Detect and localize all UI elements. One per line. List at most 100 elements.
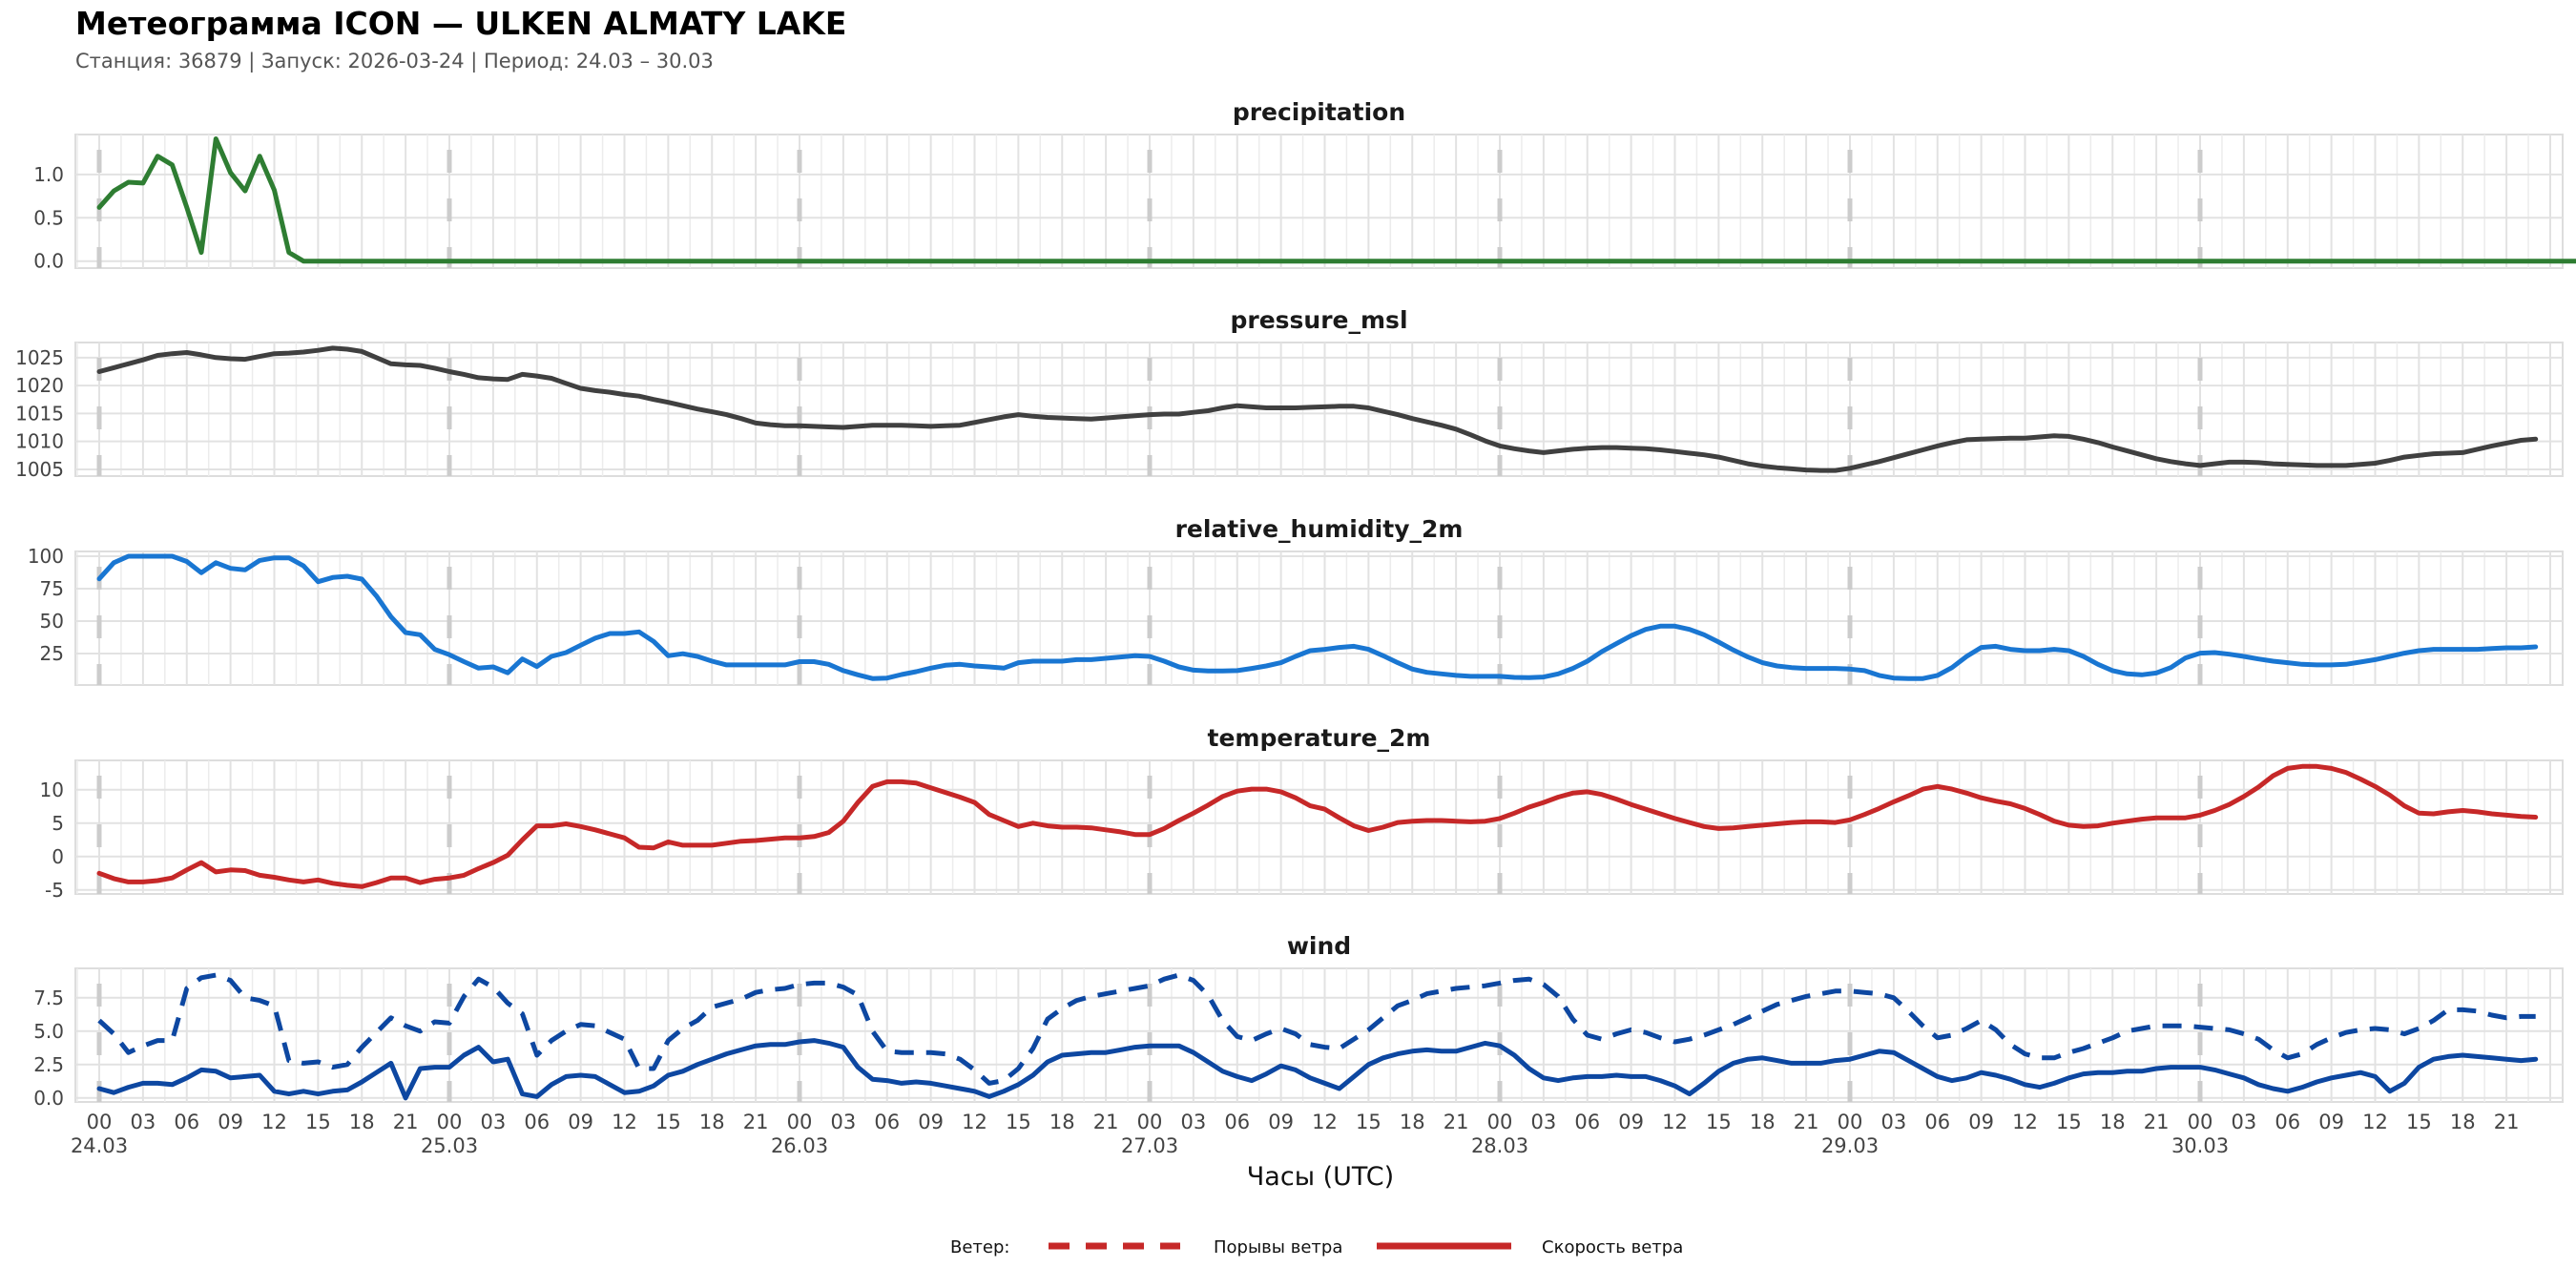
series-line-temperature-2m (96, 763, 2539, 889)
x-tick-label: 06 (874, 1111, 900, 1133)
x-tick-label: 12 (1662, 1111, 1688, 1133)
series-line-relative-humidity-2m (96, 553, 2539, 681)
x-tick-label: 03 (131, 1111, 156, 1133)
x-day-label: 28.03 (1471, 1134, 1528, 1157)
y-tick-label: -5 (45, 879, 64, 902)
panels: precipitation0.00.51.0pressure_msl100510… (15, 98, 2576, 1110)
x-tick-label: 12 (2362, 1111, 2388, 1133)
x-tick-label: 06 (1224, 1111, 1250, 1133)
x-tick-label: 15 (1006, 1111, 1031, 1133)
x-tick-label: 06 (174, 1111, 199, 1133)
panel-precipitation: precipitation 0.0 0.5 1.0 (33, 98, 2576, 273)
x-tick-label: 21 (2144, 1111, 2170, 1133)
panel-frame (74, 759, 2564, 895)
x-tick-label: 00 (787, 1111, 813, 1133)
x-tick-label: 03 (1181, 1111, 1207, 1133)
y-tick-label: 7.5 (33, 987, 64, 1009)
x-tick-label: 15 (2406, 1111, 2432, 1133)
x-tick-label: 03 (481, 1111, 507, 1133)
y-tick-label: 50 (40, 610, 64, 633)
x-tick-label: 15 (655, 1111, 681, 1133)
page-subtitle: Станция: 36879 | Запуск: 2026-03-24 | Пе… (75, 50, 714, 73)
panel-title: wind (1287, 932, 1351, 960)
x-tick-label: 09 (1268, 1111, 1294, 1133)
x-tick-label: 18 (349, 1111, 375, 1133)
x-tick-label: 21 (2494, 1111, 2520, 1133)
x-tick-label: 06 (524, 1111, 550, 1133)
x-tick-label: 21 (1794, 1111, 1819, 1133)
x-tick-label: 15 (1706, 1111, 1732, 1133)
panel-pressure-msl: pressure_msl 1005 1010 1015 1020 1025 (15, 306, 2564, 481)
series-line-pressure-msl (96, 345, 2539, 473)
x-tick-label: 09 (1618, 1111, 1644, 1133)
series-line-precipitation (96, 136, 2576, 264)
panel-title: temperature_2m (1208, 724, 1431, 752)
x-tick-label: 18 (1750, 1111, 1776, 1133)
y-tick-label: 10 (40, 779, 64, 801)
y-tick-label: 1005 (15, 458, 64, 481)
x-tick-label: 15 (305, 1111, 331, 1133)
y-tick-label: 25 (40, 642, 64, 665)
x-tick-label: 09 (2318, 1111, 2344, 1133)
y-tick-label: 2.5 (33, 1053, 64, 1076)
x-tick-label: 03 (2232, 1111, 2257, 1133)
page-title: Метеограмма ICON — ULKEN ALMATY LAKE (75, 5, 847, 42)
y-tick-label: 0.0 (33, 1087, 64, 1110)
y-tick-label: 1025 (15, 346, 64, 369)
x-tick-label: 21 (1444, 1111, 1469, 1133)
x-tick-label: 09 (918, 1111, 944, 1133)
x-tick-label: 00 (1838, 1111, 1863, 1133)
y-tick-label: 0.5 (33, 206, 64, 229)
legend-label-gusts: Порывы ветра (1214, 1237, 1342, 1257)
x-tick-label: 15 (2056, 1111, 2082, 1133)
x-tick-label: 18 (699, 1111, 725, 1133)
legend-label-speed: Скорость ветра (1542, 1237, 1683, 1257)
x-tick-label: 09 (1968, 1111, 1994, 1133)
y-tick-label: 1020 (15, 374, 64, 397)
panel-title: relative_humidity_2m (1175, 515, 1464, 543)
x-tick-label: 18 (1400, 1111, 1425, 1133)
y-tick-label: 5.0 (33, 1020, 64, 1043)
panel-temperature-2m: temperature_2m -5 0 5 10 (40, 724, 2564, 902)
x-day-label: 30.03 (2171, 1134, 2229, 1157)
x-tick-label: 12 (962, 1111, 987, 1133)
x-axis-label: Часы (UTC) (1247, 1162, 1394, 1192)
x-tick-label: 21 (1093, 1111, 1119, 1133)
panel-relative-humidity-2m: relative_humidity_2m 25 50 75 100 (28, 515, 2564, 686)
panel-title: pressure_msl (1230, 306, 1407, 334)
y-tick-label: 1015 (15, 402, 64, 425)
x-day-label: 29.03 (1821, 1134, 1879, 1157)
x-day-label: 25.03 (421, 1134, 478, 1157)
x-tick-label: 12 (261, 1111, 287, 1133)
x-tick-label: 03 (1531, 1111, 1557, 1133)
legend-title: Ветер: (950, 1237, 1009, 1257)
x-tick-label: 18 (1049, 1111, 1075, 1133)
x-day-label: 24.03 (71, 1134, 128, 1157)
series-line-wind-speed (96, 1038, 2539, 1101)
series-line-gusts (97, 972, 2536, 1086)
x-tick-label: 00 (437, 1111, 463, 1133)
x-tick-label: 18 (2450, 1111, 2476, 1133)
x-tick-label: 18 (2100, 1111, 2126, 1133)
x-tick-label: 21 (743, 1111, 769, 1133)
x-tick-label: 09 (218, 1111, 243, 1133)
panel-frame (74, 551, 2564, 686)
x-tick-label: 06 (1574, 1111, 1600, 1133)
y-tick-label: 75 (40, 577, 64, 600)
y-tick-label: 100 (28, 545, 64, 568)
y-tick-label: 0 (52, 845, 64, 868)
panel-frame (74, 134, 2564, 269)
x-tick-label: 06 (2275, 1111, 2300, 1133)
y-tick-label: 0.0 (33, 250, 64, 273)
y-tick-label: 5 (52, 812, 64, 835)
x-tick-label: 06 (1924, 1111, 1950, 1133)
x-day-label: 27.03 (1121, 1134, 1178, 1157)
x-tick-label: 00 (87, 1111, 113, 1133)
y-tick-label: 1010 (15, 430, 64, 453)
x-tick-label: 00 (1487, 1111, 1513, 1133)
x-tick-label: 09 (568, 1111, 593, 1133)
x-tick-label: 00 (2188, 1111, 2213, 1133)
x-tick-label: 03 (831, 1111, 857, 1133)
